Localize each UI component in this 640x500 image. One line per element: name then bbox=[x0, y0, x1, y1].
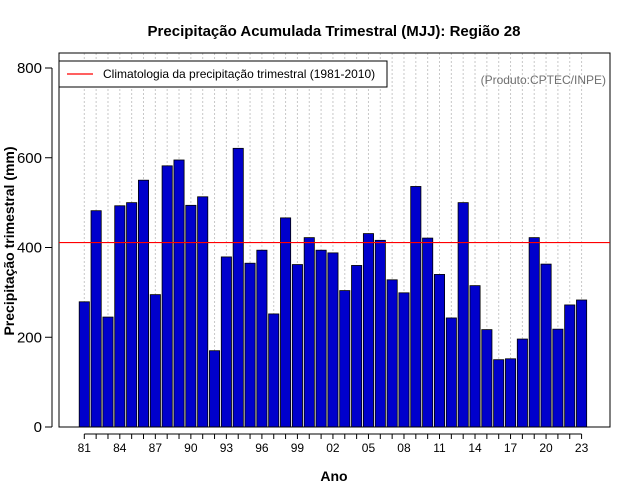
x-tick-label-20: 20 bbox=[539, 441, 553, 455]
bar-2011 bbox=[433, 274, 445, 428]
bar-1990 bbox=[185, 204, 197, 428]
bar-1991 bbox=[197, 196, 209, 428]
bar-2002 bbox=[327, 252, 339, 428]
bar-2004 bbox=[351, 265, 363, 428]
y-axis: 0 200 400 600 800 bbox=[17, 60, 53, 436]
bar-2006 bbox=[374, 239, 386, 428]
bar-2019 bbox=[528, 237, 540, 428]
bar-1993 bbox=[220, 256, 232, 428]
bar-2023 bbox=[576, 299, 588, 428]
bar-1984 bbox=[114, 205, 126, 428]
y-tick-label-200: 200 bbox=[17, 329, 42, 346]
y-tick-label-800: 800 bbox=[17, 60, 42, 77]
bar-2008 bbox=[398, 292, 410, 428]
bar-2014 bbox=[469, 285, 481, 428]
bar-2005 bbox=[362, 233, 374, 428]
y-tick-label-0: 0 bbox=[34, 419, 42, 436]
bar-2010 bbox=[422, 237, 434, 428]
bars bbox=[78, 147, 588, 428]
bar-1987 bbox=[149, 294, 161, 428]
chart-title: Precipitação Acumulada Trimestral (MJJ):… bbox=[148, 23, 521, 40]
x-tick-label-87: 87 bbox=[149, 441, 163, 455]
x-tick-label-02: 02 bbox=[326, 441, 340, 455]
x-tick-label-90: 90 bbox=[184, 441, 198, 455]
bar-1986 bbox=[137, 179, 149, 428]
legend: Climatologia da precipitação trimestral … bbox=[58, 60, 388, 88]
y-tick-label-600: 600 bbox=[17, 150, 42, 167]
x-tick-label-23: 23 bbox=[575, 441, 589, 455]
bar-2015 bbox=[481, 329, 493, 428]
bar-2001 bbox=[315, 249, 327, 428]
bar-2012 bbox=[445, 317, 457, 428]
bar-2021 bbox=[552, 328, 564, 428]
x-tick-label-99: 99 bbox=[291, 441, 305, 455]
plot-frame bbox=[58, 52, 611, 428]
bar-2009 bbox=[410, 186, 422, 428]
x-tick-label-84: 84 bbox=[113, 441, 127, 455]
bar-2018 bbox=[516, 338, 528, 428]
bar-2003 bbox=[339, 290, 351, 428]
x-tick-label-96: 96 bbox=[255, 441, 269, 455]
bar-2022 bbox=[564, 304, 576, 428]
x-axis: 81 84 87 90 93 96 99 02 05 08 11 14 17 20 23 bbox=[78, 433, 589, 455]
bar-1994 bbox=[232, 147, 244, 428]
x-tick-label-93: 93 bbox=[220, 441, 234, 455]
legend-label: Climatologia da precipitação trimestral … bbox=[103, 67, 375, 81]
bar-1995 bbox=[244, 262, 256, 428]
bar-2007 bbox=[386, 279, 398, 428]
x-tick-label-17: 17 bbox=[504, 441, 518, 455]
bar-2017 bbox=[505, 358, 517, 428]
x-axis-label: Ano bbox=[320, 468, 347, 484]
bar-1996 bbox=[256, 249, 268, 428]
bar-1999 bbox=[291, 264, 303, 428]
bar-1985 bbox=[126, 202, 138, 428]
y-tick-label-400: 400 bbox=[17, 240, 42, 257]
bar-1983 bbox=[102, 316, 114, 428]
x-tick-label-08: 08 bbox=[397, 441, 411, 455]
bar-1989 bbox=[173, 159, 185, 428]
x-tick-label-14: 14 bbox=[468, 441, 482, 455]
bar-1981 bbox=[78, 301, 90, 428]
bar-1998 bbox=[280, 217, 292, 428]
bar-2020 bbox=[540, 263, 552, 428]
bar-2000 bbox=[303, 237, 315, 428]
bar-1997 bbox=[268, 313, 280, 428]
x-tick-label-81: 81 bbox=[78, 441, 92, 455]
bar-1992 bbox=[209, 350, 221, 428]
bar-1988 bbox=[161, 165, 173, 428]
credit-label: (Produto:CPTEC/INPE) bbox=[481, 73, 606, 87]
bar-2013 bbox=[457, 202, 469, 428]
x-tick-label-05: 05 bbox=[362, 441, 376, 455]
x-tick-label-11: 11 bbox=[433, 441, 446, 455]
bar-2016 bbox=[493, 359, 505, 428]
legend-box bbox=[58, 60, 388, 88]
y-axis-label: Precipitação trimestral (mm) bbox=[1, 146, 17, 335]
